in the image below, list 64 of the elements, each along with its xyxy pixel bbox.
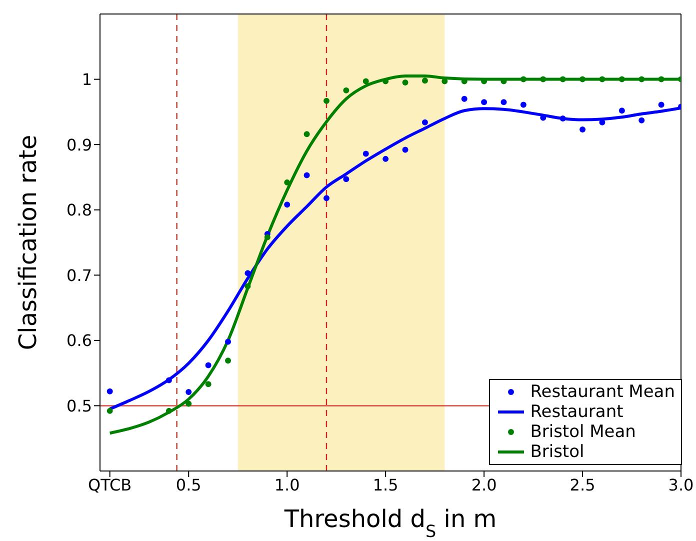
point: [658, 102, 664, 108]
point: [186, 400, 192, 407]
point: [362, 78, 369, 84]
point: [106, 408, 113, 414]
point: [284, 179, 290, 186]
point: [618, 108, 625, 114]
point: [205, 362, 212, 368]
y-tick-label: 0.7: [66, 266, 92, 285]
point: [580, 126, 586, 133]
point: [422, 78, 428, 84]
point: [284, 202, 290, 208]
point: [166, 377, 172, 384]
point: [343, 176, 350, 182]
point: [520, 76, 526, 82]
point: [166, 408, 172, 414]
point: [304, 131, 310, 138]
x-tick-label: 3.0: [668, 475, 694, 494]
y-tick-label: 0.6: [66, 331, 92, 350]
point: [106, 388, 113, 394]
point: [560, 76, 566, 82]
y-tick-label: 1: [82, 70, 92, 89]
point: [580, 76, 586, 82]
point: [323, 98, 330, 104]
point: [560, 115, 566, 122]
point: [500, 99, 507, 106]
x-tick-label: 1.0: [274, 475, 300, 494]
x-axis-title: Threshold d$_{S}$ in m: [283, 505, 497, 541]
legend-label: Bristol Mean: [530, 422, 636, 442]
legend-label: Restaurant: [530, 402, 624, 422]
point: [244, 283, 251, 290]
point: [481, 99, 488, 106]
x-tick-label: 2.0: [471, 475, 497, 494]
point: [205, 381, 212, 388]
point: [402, 146, 408, 153]
point: [244, 270, 251, 276]
point: [638, 76, 645, 82]
point: [618, 76, 625, 82]
point: [264, 234, 270, 240]
x-tick-label: QTCB: [88, 475, 132, 494]
x-tick-label: 0.5: [176, 475, 202, 494]
x-tick-label: 2.5: [570, 475, 596, 494]
point: [540, 76, 546, 82]
point: [362, 150, 369, 157]
point: [304, 172, 310, 178]
point: [520, 102, 526, 108]
y-tick-label: 0.5: [66, 396, 92, 416]
x-tick-label: 1.5: [372, 475, 398, 494]
legend-label: Restaurant Mean: [530, 382, 675, 402]
y-axis-title: Classification rate: [14, 134, 42, 350]
point: [323, 195, 330, 202]
point: [422, 119, 428, 126]
point: [658, 76, 664, 82]
point: [461, 96, 468, 102]
point: [402, 80, 408, 86]
point: [225, 338, 232, 345]
y-tick-label: 0.9: [66, 135, 92, 154]
point: [382, 156, 389, 162]
legend-label: Bristol: [530, 442, 584, 462]
point: [186, 389, 192, 396]
point: [638, 117, 645, 124]
point: [599, 76, 606, 82]
y-tick-label: 0.8: [66, 200, 92, 220]
point: [225, 358, 232, 364]
point: [343, 87, 350, 94]
